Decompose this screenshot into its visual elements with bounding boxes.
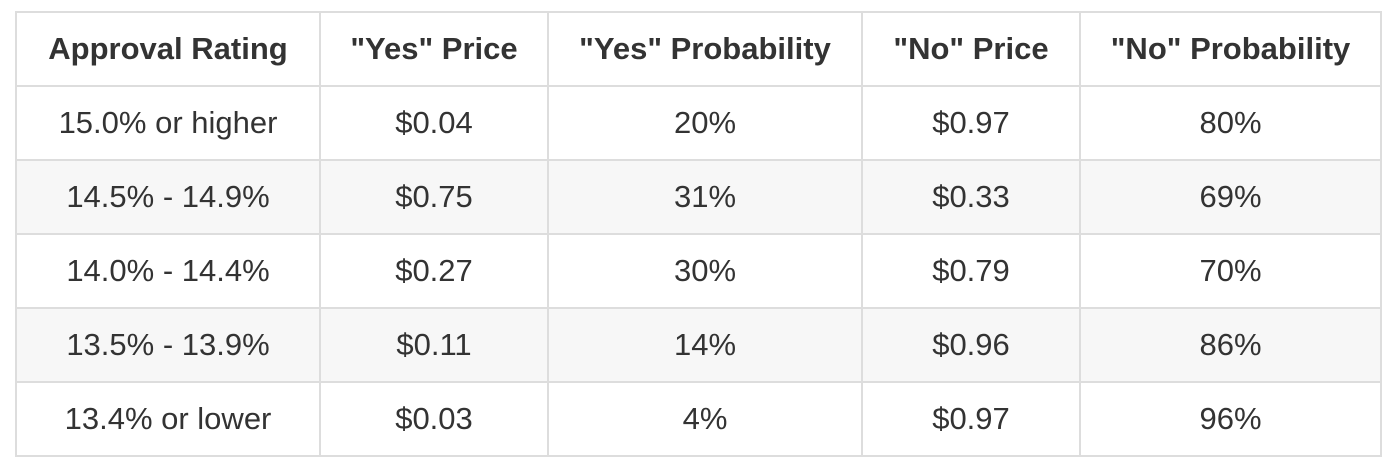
yes-price-cell: $0.03 — [319, 381, 549, 457]
table-body: 15.0% or higher $0.04 20% $0.97 80% 14.5… — [15, 85, 1382, 457]
header-no-price: "No" Price — [861, 11, 1081, 87]
no-price-cell: $0.97 — [861, 381, 1081, 457]
no-price-cell: $0.97 — [861, 85, 1081, 161]
header-yes-probability: "Yes" Probability — [547, 11, 863, 87]
yes-probability-cell: 14% — [547, 307, 863, 383]
yes-price-cell: $0.27 — [319, 233, 549, 309]
no-probability-cell: 80% — [1079, 85, 1382, 161]
yes-price-cell: $0.75 — [319, 159, 549, 235]
approval-rating-cell: 14.0% - 14.4% — [15, 233, 321, 309]
no-price-cell: $0.79 — [861, 233, 1081, 309]
no-price-cell: $0.96 — [861, 307, 1081, 383]
header-approval-rating: Approval Rating — [15, 11, 321, 87]
yes-probability-cell: 30% — [547, 233, 863, 309]
approval-rating-cell: 15.0% or higher — [15, 85, 321, 161]
header-no-probability: "No" Probability — [1079, 11, 1382, 87]
header-yes-price: "Yes" Price — [319, 11, 549, 87]
table-row: 14.0% - 14.4% $0.27 30% $0.79 70% — [15, 233, 1382, 309]
yes-probability-cell: 31% — [547, 159, 863, 235]
approval-rating-table-container: Approval Rating "Yes" Price "Yes" Probab… — [15, 11, 1382, 457]
no-probability-cell: 70% — [1079, 233, 1382, 309]
yes-probability-cell: 20% — [547, 85, 863, 161]
no-price-cell: $0.33 — [861, 159, 1081, 235]
approval-rating-cell: 13.4% or lower — [15, 381, 321, 457]
table-row: 13.4% or lower $0.03 4% $0.97 96% — [15, 381, 1382, 457]
yes-probability-cell: 4% — [547, 381, 863, 457]
approval-rating-cell: 13.5% - 13.9% — [15, 307, 321, 383]
no-probability-cell: 69% — [1079, 159, 1382, 235]
table-header: Approval Rating "Yes" Price "Yes" Probab… — [15, 11, 1382, 87]
yes-price-cell: $0.11 — [319, 307, 549, 383]
no-probability-cell: 86% — [1079, 307, 1382, 383]
yes-price-cell: $0.04 — [319, 85, 549, 161]
table-row: 13.5% - 13.9% $0.11 14% $0.96 86% — [15, 307, 1382, 383]
table-row: 14.5% - 14.9% $0.75 31% $0.33 69% — [15, 159, 1382, 235]
header-row: Approval Rating "Yes" Price "Yes" Probab… — [15, 11, 1382, 87]
approval-rating-cell: 14.5% - 14.9% — [15, 159, 321, 235]
no-probability-cell: 96% — [1079, 381, 1382, 457]
table-row: 15.0% or higher $0.04 20% $0.97 80% — [15, 85, 1382, 161]
approval-rating-table: Approval Rating "Yes" Price "Yes" Probab… — [15, 11, 1382, 457]
